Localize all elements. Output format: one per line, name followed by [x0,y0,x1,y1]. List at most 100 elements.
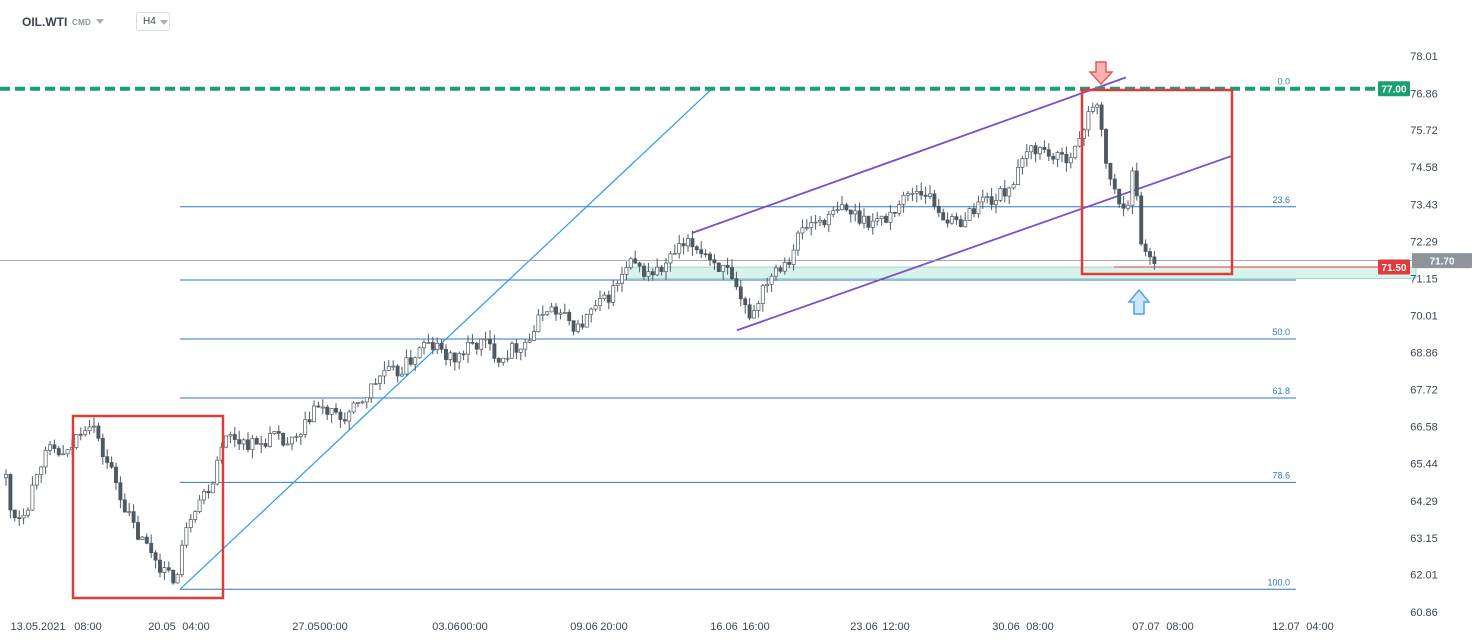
symbol-label[interactable]: OIL.WTI [22,15,68,29]
candle-body [1046,149,1051,157]
candle-body [1112,178,1117,190]
timeframe-label: H4 [143,16,156,27]
candle-body [298,434,303,437]
candle-body [1090,106,1095,112]
candle-body [646,271,651,277]
candles-layer [4,101,1157,585]
candle-body [263,443,268,447]
y-tick-label: 63.15 [1410,533,1438,545]
fib-label: 100.0 [1267,577,1290,587]
candle-body [246,439,250,450]
candle-body [1020,158,1025,168]
candle-body [250,438,255,450]
candle-body [787,262,792,265]
candle-body [540,313,545,316]
candle-body [228,434,233,437]
candle-body [932,193,937,207]
candle-body [897,204,902,214]
candle-body [686,238,690,247]
x-tick-label: 16:00 [742,621,770,633]
candle-body [276,431,281,434]
candle-body [628,258,633,268]
candle-body [681,243,686,247]
x-tick-label: 04:00 [182,621,210,633]
candle-body [1121,203,1126,209]
symbol-dropdown-icon[interactable] [96,19,104,24]
y-tick-label: 68.86 [1410,348,1438,360]
y-tick-label: 78.01 [1410,51,1438,63]
candle-body [114,466,118,484]
x-tick-label: 00:00 [320,621,348,633]
candle-body [936,205,941,213]
candle-body [760,285,765,304]
candle-body [448,352,453,360]
candle-body [1143,243,1148,252]
x-tick-label: 13.05.2021 [10,621,65,633]
candle-body [294,436,299,438]
resistance-price-tag-bg [1378,81,1410,97]
marked-price-tag-bg [1378,259,1410,275]
candle-body [452,352,457,363]
candle-body [1095,104,1100,108]
candle-body [694,246,699,250]
candle-body [224,435,228,448]
candle-body [730,267,734,279]
candle-body [708,253,712,261]
candle-body [316,405,321,408]
candle-body [624,267,629,275]
candle-body [906,193,910,196]
candle-body [501,357,506,363]
candle-body [109,462,114,468]
candle-body [92,425,96,428]
candle-body [659,266,664,273]
candle-body [237,439,242,445]
candle-body [826,213,831,226]
candle-body [1055,152,1060,160]
candle-body [1060,152,1064,155]
candle-body [364,397,369,403]
x-tick-label: 16.06 [710,621,738,633]
chevron-down-icon [160,20,168,25]
candle-body [43,450,48,468]
x-tick-label: 20:00 [600,621,628,633]
candle-body [835,209,840,212]
candle-body [615,283,620,286]
candle-body [56,448,61,456]
candle-body [800,227,805,234]
candle-body [457,353,462,363]
candle-body [963,220,968,228]
candle-body [562,312,567,314]
candle-body [312,405,316,423]
candle-body [870,220,875,228]
candle-body [576,323,580,332]
candle-body [510,343,514,359]
channel-lower-line [736,155,1232,332]
marked-price-tag: 71.50 [1381,263,1406,274]
candle-body [712,259,717,264]
fib-label: 0.0 [1277,77,1290,87]
candle-body [549,306,554,313]
candle-body [796,232,800,251]
timeframe-select[interactable]: H4 [136,12,170,31]
x-tick-label: 30.06 [992,621,1020,633]
candle-body [149,542,154,554]
candle-body [972,208,976,215]
candle-body [430,342,435,350]
y-tick-label: 74.58 [1410,162,1438,174]
candle-body [215,459,220,485]
last-price-tag-bg [1412,253,1472,269]
candle-body [435,342,440,350]
candle-body [958,219,963,228]
candle-body [505,357,510,360]
candle-body [1024,151,1029,159]
y-tick-label: 66.58 [1410,422,1438,434]
candle-body [879,215,884,220]
x-tick-label: 04:00 [1306,621,1334,633]
candle-body [466,341,470,355]
candle-body [285,443,290,446]
candle-body [910,192,915,195]
candle-body [642,265,646,277]
candle-body [738,286,743,300]
